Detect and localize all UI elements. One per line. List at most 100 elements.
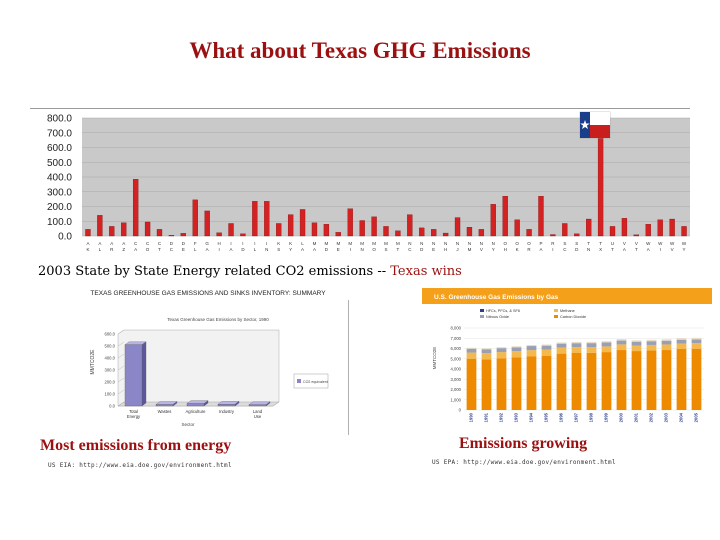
bar-wi [657, 219, 663, 237]
us-x-tick: 1997 [574, 412, 579, 422]
us-bar-1993-methane [511, 351, 522, 358]
bar-ar [109, 226, 115, 237]
bar-ok [514, 219, 520, 237]
bar-ri [550, 234, 556, 237]
tx-x-tick: Land [253, 409, 263, 414]
x-tick-label: O [146, 247, 150, 252]
x-tick-label: A [539, 247, 542, 252]
bar-oh [502, 196, 508, 237]
x-tick-label: I [254, 241, 255, 246]
us-bar-2003-nitrous [661, 340, 672, 345]
x-tick-label: W [682, 241, 687, 246]
x-tick-label: O [372, 247, 376, 252]
tx-bar-2 [186, 403, 205, 407]
x-tick-label: E [182, 247, 185, 252]
bar-co [144, 221, 151, 237]
bar-or [526, 229, 532, 237]
us-bar-1998-hfcs [586, 341, 597, 344]
bar-ca [132, 179, 139, 237]
x-tick-label: N [468, 241, 471, 246]
bar-in [264, 201, 270, 237]
tx-chart-title: TEXAS GREENHOUSE GAS EMISSIONS AND SINKS… [90, 290, 326, 297]
x-tick-label: Y [289, 247, 292, 252]
us-bar-2003-hfcs [661, 339, 672, 341]
tx-x-tick: Industry [219, 409, 235, 414]
bar-me [335, 232, 341, 237]
us-bar-1995-hfcs [541, 344, 552, 346]
x-tick-label: N [444, 241, 447, 246]
y-tick-label: 600.0 [47, 143, 72, 154]
us-bar-1990-methane [466, 352, 477, 359]
us-bar-1999-hfcs [601, 341, 612, 343]
tx-y-tick: 0.0 [109, 404, 115, 409]
legend-swatch-n2o [480, 315, 484, 318]
us-bar-1997-nitrous [571, 343, 582, 348]
x-tick-label: T [397, 247, 400, 252]
bar-ny [490, 204, 496, 237]
tx-y-tick: 400.0 [105, 356, 116, 361]
x-tick-label: I [230, 241, 231, 246]
x-tick-label: X [599, 247, 602, 252]
us-bar-1996-hfcs [556, 342, 567, 344]
us-bar-1996-methane [556, 347, 567, 354]
x-tick-label: N [492, 241, 495, 246]
legend-n2o: Nitrous Oxide [486, 315, 509, 319]
bar-wy [681, 226, 687, 237]
x-tick-label: K [516, 247, 519, 252]
x-tick-label: A [86, 241, 89, 246]
x-tick-label: I [266, 241, 267, 246]
x-tick-label: A [230, 247, 233, 252]
us-bar-1992-carbon [496, 358, 507, 410]
tx-x-tick: Wastes [158, 409, 172, 414]
us-bar-1993-carbon [511, 357, 522, 410]
us-y-label: MMTCO2E [432, 347, 437, 370]
us-y-tick: 0 [459, 408, 462, 413]
panel-divider [348, 300, 349, 435]
x-tick-label: A [313, 247, 316, 252]
x-tick-label: I [218, 247, 219, 252]
tx-y-tick: 300.0 [105, 368, 116, 373]
tx-y-label: MMTCO2E [90, 349, 96, 375]
x-tick-label: K [277, 241, 280, 246]
x-tick-label: A [110, 241, 113, 246]
x-tick-label: S [277, 247, 280, 252]
us-bar-2001-hfcs [631, 340, 642, 342]
us-bar-2004-hfcs [676, 338, 687, 340]
caption-separator: -- [373, 264, 391, 279]
us-bar-1993-nitrous [511, 347, 522, 352]
x-tick-label: T [635, 247, 638, 252]
bar-ct [156, 229, 163, 237]
bar-il [252, 201, 258, 237]
us-y-tick: 2,000 [451, 387, 462, 392]
us-x-tick: 2003 [664, 412, 669, 422]
x-tick-label: M [372, 241, 376, 246]
x-tick-label: C [158, 241, 162, 246]
x-tick-label: L [194, 247, 197, 252]
y-tick-label: 700.0 [47, 128, 72, 139]
tx-y-tick: 200.0 [105, 380, 116, 385]
tx-bar-3 [217, 404, 236, 407]
x-tick-label: E [432, 247, 435, 252]
us-bar-2005-methane [691, 343, 702, 349]
bar-nh [442, 232, 449, 237]
us-bar-2000-carbon [616, 350, 627, 410]
x-tick-label: A [134, 247, 137, 252]
us-bar-2003-carbon [661, 350, 672, 410]
x-tick-label: N [408, 241, 411, 246]
x-tick-label: C [563, 247, 567, 252]
us-bar-1992-hfcs [496, 347, 507, 349]
us-bar-1992-methane [496, 352, 507, 359]
x-tick-label: L [99, 247, 102, 252]
us-bar-1994-methane [526, 350, 537, 357]
x-tick-label: N [420, 241, 423, 246]
tx-grid-line [117, 365, 125, 371]
bar-wv [669, 218, 675, 237]
bar-dc [168, 235, 175, 237]
us-bar-1998-methane [586, 347, 597, 353]
bar-nj [454, 217, 461, 237]
tx-grid-line [117, 389, 125, 395]
us-bar-1995-carbon [541, 355, 552, 410]
us-bar-1994-nitrous [526, 346, 537, 351]
tx-chart-subtitle: Texas Greenhouse Gas Emissions by Sector… [167, 317, 269, 322]
us-bar-2004-carbon [676, 349, 687, 410]
